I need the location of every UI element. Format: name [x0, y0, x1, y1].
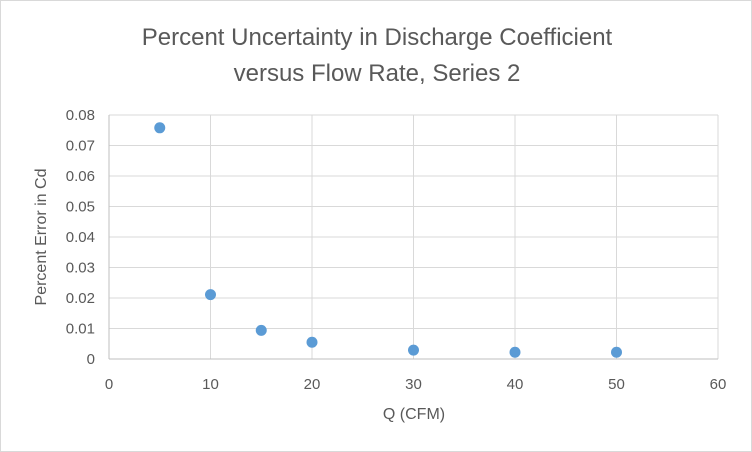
- data-point: [306, 336, 318, 348]
- y-tick-label: 0.03: [66, 260, 95, 277]
- gridlines: [109, 114, 719, 359]
- y-tick-label: 0.07: [66, 138, 95, 155]
- x-tick-label: 30: [405, 376, 422, 393]
- y-tick-label: 0.04: [66, 229, 95, 246]
- chart-title-line-1: Percent Uncertainty in Discharge Coeffic…: [142, 24, 613, 51]
- data-point: [205, 289, 216, 301]
- x-tick-label: 50: [608, 376, 625, 393]
- x-axis-title: Q (CFM): [383, 406, 445, 423]
- data-point: [408, 344, 419, 356]
- y-tick-label: 0.01: [66, 321, 95, 338]
- x-tick-label: 40: [507, 376, 524, 393]
- chart-title-line-2: versus Flow Rate, Series 2: [234, 60, 521, 87]
- y-tick-label: 0: [87, 351, 95, 368]
- x-tick-label: 10: [202, 376, 219, 393]
- y-tick-label: 0.08: [66, 107, 95, 124]
- y-tick-label: 0.02: [66, 290, 95, 307]
- x-tick-labels: 0 10 20 30 40 50 60: [105, 376, 727, 393]
- data-point: [509, 346, 521, 358]
- data-points: [154, 122, 622, 358]
- data-point: [255, 324, 267, 336]
- y-tick-label: 0.06: [66, 168, 95, 185]
- x-tick-label: 20: [304, 376, 321, 393]
- x-tick-label: 0: [105, 376, 113, 393]
- data-point: [611, 346, 622, 358]
- y-axis-title: Percent Error in Cd: [33, 169, 50, 306]
- data-point: [154, 122, 166, 134]
- x-tick-label: 60: [710, 376, 727, 393]
- y-tick-label: 0.05: [66, 199, 95, 216]
- y-tick-labels: 0 0.01 0.02 0.03 0.04 0.05 0.06 0.07 0.08: [66, 107, 95, 368]
- axes: [108, 115, 718, 360]
